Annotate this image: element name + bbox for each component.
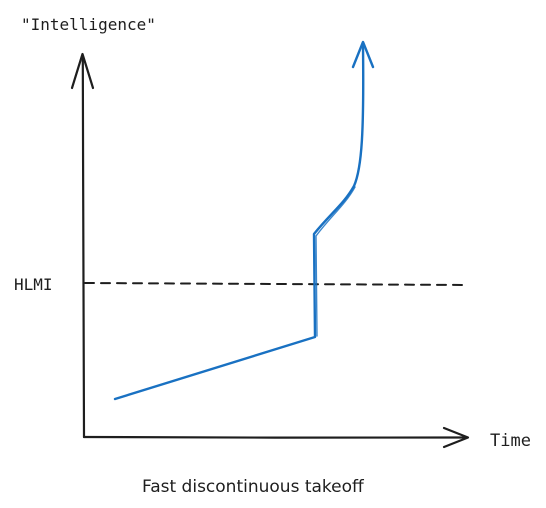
takeoff-curve-line <box>113 44 365 401</box>
y-axis-line <box>81 56 86 439</box>
y-axis-arrowhead-icon <box>70 52 95 90</box>
x-axis-line <box>82 435 468 439</box>
y-axis <box>70 52 95 439</box>
takeoff-curve <box>113 40 375 401</box>
hlmi-reference-line <box>84 282 467 286</box>
hlmi-label: HLMI <box>14 275 53 294</box>
y-axis-label: "Intelligence" <box>21 15 156 34</box>
diagram-caption: Fast discontinuous takeoff <box>142 477 365 497</box>
x-axis <box>82 426 470 449</box>
x-axis-label: Time <box>490 431 531 451</box>
x-axis-arrowhead-icon <box>442 426 470 449</box>
takeoff-arrowhead-icon <box>351 40 375 69</box>
takeoff-curve-line-sketch <box>315 186 356 337</box>
